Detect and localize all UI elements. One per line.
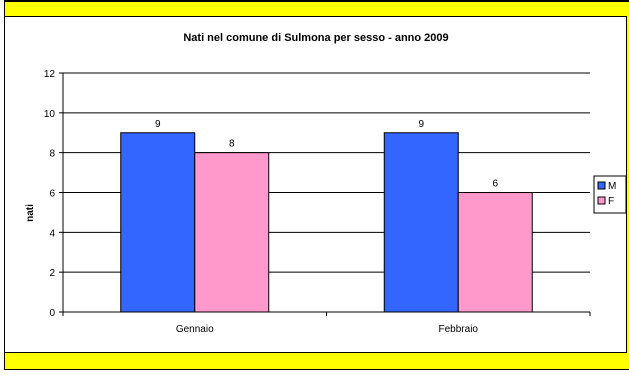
y-tick-label: 10 bbox=[44, 109, 56, 120]
window-top-edge bbox=[0, 0, 629, 2]
bar-m-febbraio bbox=[383, 132, 459, 313]
bar-f-febbraio bbox=[457, 192, 533, 313]
x-tick-label: Gennaio bbox=[176, 324, 214, 335]
y-tick-label: 2 bbox=[49, 268, 55, 279]
data-label: 6 bbox=[492, 179, 498, 190]
legend-label: F bbox=[608, 196, 614, 207]
y-tick-label: 12 bbox=[44, 69, 56, 80]
y-tick-label: 6 bbox=[49, 189, 55, 200]
bottom-cell-band bbox=[4, 369, 629, 382]
chart-title: Nati nel comune di Sulmona per sesso - a… bbox=[183, 32, 448, 44]
y-tick-label: 8 bbox=[49, 149, 55, 160]
data-label: 9 bbox=[418, 119, 424, 130]
legend-label: M bbox=[608, 181, 616, 192]
legend-swatch bbox=[597, 181, 606, 190]
x-tick-label: Febbraio bbox=[439, 324, 479, 335]
data-label: 8 bbox=[229, 139, 235, 150]
bar-f-gennaio bbox=[194, 152, 270, 313]
y-tick-label: 4 bbox=[49, 228, 55, 239]
bar-m-gennaio bbox=[120, 132, 196, 313]
y-axis-label: nati bbox=[25, 204, 36, 222]
legend-swatch bbox=[597, 196, 606, 205]
data-label: 9 bbox=[155, 119, 161, 130]
y-tick-label: 0 bbox=[49, 308, 55, 319]
